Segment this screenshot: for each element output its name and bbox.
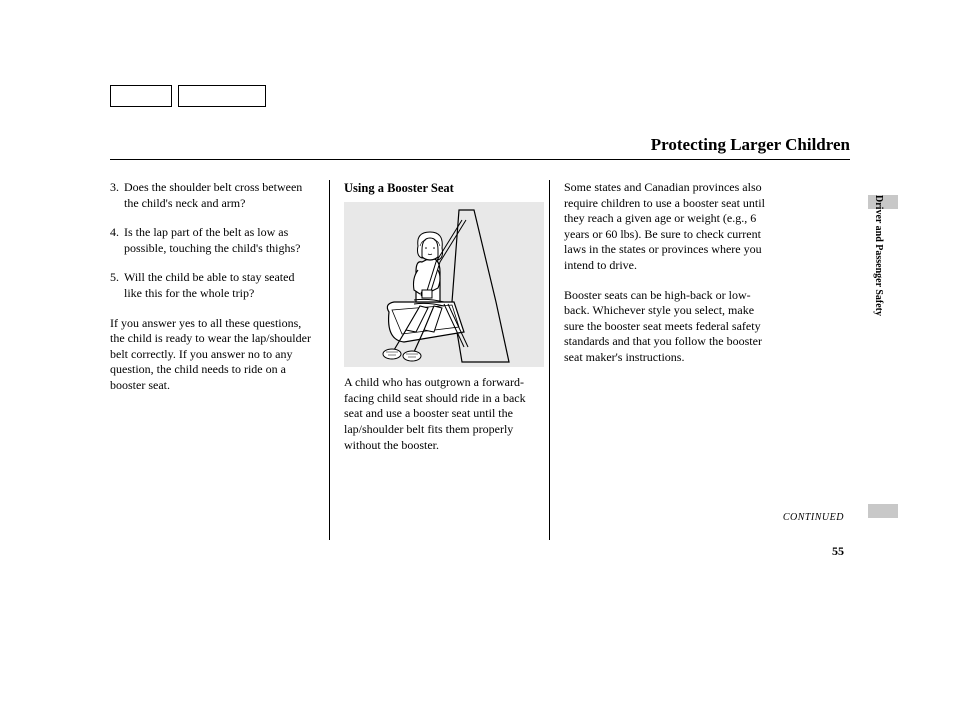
body-para: Some states and Canadian provinces also … xyxy=(564,180,770,274)
body-para: A child who has outgrown a forward-facin… xyxy=(344,375,535,453)
list-item: 5. Will the child be able to stay seated… xyxy=(110,270,315,301)
list-num: 3. xyxy=(110,180,124,211)
column-3: Some states and Canadian provinces also … xyxy=(550,180,770,540)
column-1: 3. Does the shoulder belt cross between … xyxy=(110,180,330,540)
title-row: Protecting Larger Children xyxy=(110,135,850,160)
list-text: Does the shoulder belt cross between the… xyxy=(124,180,315,211)
page-title: Protecting Larger Children xyxy=(110,135,850,155)
continued-label: CONTINUED xyxy=(783,512,844,523)
body-para: If you answer yes to all these questions… xyxy=(110,316,315,394)
list-item: 4. Is the lap part of the belt as low as… xyxy=(110,225,315,256)
list-item: 3. Does the shoulder belt cross between … xyxy=(110,180,315,211)
subheading: Using a Booster Seat xyxy=(344,180,535,196)
list-num: 4. xyxy=(110,225,124,256)
nav-boxes xyxy=(110,85,850,107)
column-2: Using a Booster Seat xyxy=(330,180,550,540)
nav-box-2[interactable] xyxy=(178,85,266,107)
section-tab-marker xyxy=(868,504,898,518)
section-tab-label: Driver and Passenger Safety xyxy=(873,195,884,316)
list-text: Is the lap part of the belt as low as po… xyxy=(124,225,315,256)
list-num: 5. xyxy=(110,270,124,301)
booster-seat-illustration xyxy=(344,202,544,367)
nav-box-1[interactable] xyxy=(110,85,172,107)
columns: 3. Does the shoulder belt cross between … xyxy=(110,180,850,540)
body-para: Booster seats can be high-back or low-ba… xyxy=(564,288,770,366)
list-text: Will the child be able to stay seated li… xyxy=(124,270,315,301)
page-number: 55 xyxy=(832,544,844,559)
